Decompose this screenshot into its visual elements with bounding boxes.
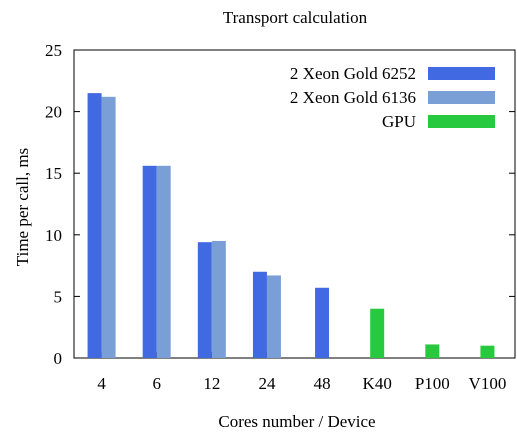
y-tick-label: 15	[45, 164, 62, 183]
bar-gpu-v100	[480, 345, 495, 358]
y-tick-label: 0	[54, 349, 63, 368]
legend: 2 Xeon Gold 6252 2 Xeon Gold 6136 GPU	[290, 64, 495, 131]
plot-area: 0 5 10 15 20 25 4 6 12 24 48 K40 P100 V100	[45, 41, 516, 393]
y-tick-label: 5	[54, 287, 63, 306]
bar-2-xeon-gold-6136-12	[211, 240, 226, 358]
bar-2-xeon-gold-6252-6	[142, 165, 157, 358]
x-tick-label: P100	[415, 374, 450, 393]
x-axis-label: Cores number / Device	[218, 412, 375, 431]
x-tick-label: 12	[203, 374, 220, 393]
x-tick-label: V100	[469, 374, 507, 393]
legend-label: GPU	[382, 112, 416, 131]
y-axis-label: Time per call, ms	[13, 148, 32, 266]
chart-title: Transport calculation	[223, 8, 368, 27]
bar-2-xeon-gold-6252-48	[315, 287, 330, 358]
y-tick-label: 20	[45, 103, 62, 122]
bar-gpu-p100	[425, 344, 440, 358]
bar-gpu-k40	[370, 308, 385, 358]
y-tick-label: 25	[45, 41, 62, 60]
plot-frame	[73, 49, 516, 359]
legend-swatch	[428, 115, 495, 128]
bar-2-xeon-gold-6136-24	[266, 275, 281, 358]
bar-2-xeon-gold-6252-4	[87, 93, 102, 359]
bar-2-xeon-gold-6136-4	[101, 96, 116, 358]
x-tick-label: K40	[363, 374, 392, 393]
bar-2-xeon-gold-6252-12	[197, 242, 212, 358]
legend-swatch	[428, 67, 495, 80]
legend-label: 2 Xeon Gold 6136	[290, 88, 416, 107]
bar-2-xeon-gold-6136-6	[156, 165, 171, 358]
x-tick-label: 24	[258, 374, 276, 393]
legend-label: 2 Xeon Gold 6252	[290, 64, 416, 83]
x-tick-label: 48	[314, 374, 331, 393]
legend-swatch	[428, 91, 495, 104]
x-tick-label: 6	[152, 374, 161, 393]
y-tick-label: 10	[45, 226, 62, 245]
bar-2-xeon-gold-6252-24	[252, 271, 267, 358]
x-tick-label: 4	[97, 374, 106, 393]
